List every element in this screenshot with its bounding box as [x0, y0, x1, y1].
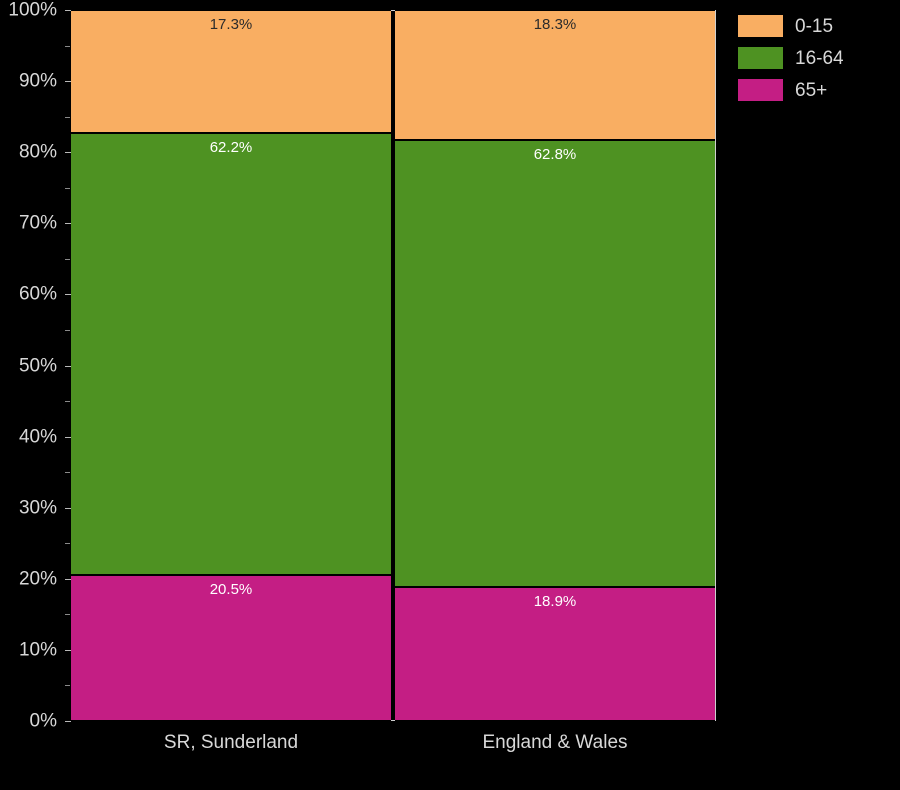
y-tick-label: 80% [18, 141, 57, 163]
bar-segment[interactable]: 17.3% [71, 10, 391, 133]
y-tick-mark [65, 223, 71, 225]
x-axis-label-sr-sunderland: SR, Sunderland [163, 732, 299, 753]
bar-segment[interactable]: 62.8% [395, 140, 715, 587]
y-tick-label: 100% [8, 0, 57, 21]
legend-swatch-icon [738, 47, 783, 69]
y-tick-label: 30% [18, 497, 57, 519]
y-tick-mark [65, 649, 71, 651]
bar-segment-label: 62.2% [209, 139, 253, 156]
y-tick-mark [65, 578, 71, 580]
y-minor-tick-mark [65, 401, 70, 403]
y-minor-tick-mark [65, 685, 70, 687]
y-tick-mark [65, 10, 71, 11]
legend-item-16-64[interactable]: 16-64 [738, 42, 898, 74]
legend-item-0-15[interactable]: 0-15 [738, 10, 898, 42]
y-minor-tick-mark [65, 116, 70, 118]
y-tick-label: 70% [18, 212, 57, 234]
y-axis: 100% 90% 80% 70% 60% 50% 40% 30% 20% 10%… [0, 0, 71, 790]
legend-label: 16-64 [795, 47, 844, 69]
legend-swatch-icon [738, 15, 783, 37]
bar-segment-label: 17.3% [209, 16, 253, 33]
legend-label: 65+ [795, 79, 828, 101]
bar-segment-label: 20.5% [209, 581, 253, 599]
y-tick-label: 90% [18, 70, 57, 92]
y-minor-tick-mark [65, 329, 70, 331]
plot-border-top [71, 10, 716, 11]
y-tick-label: 50% [18, 355, 57, 376]
y-tick-mark [65, 507, 71, 509]
y-minor-tick-mark [65, 543, 70, 545]
bar-segment[interactable]: 18.3% [395, 10, 715, 141]
legend-label: 0-15 [795, 15, 834, 37]
bar-group[interactable]: 18.3% 62.8% 18.9% [395, 10, 715, 721]
y-tick-mark [65, 436, 71, 438]
bar-segment[interactable]: 18.9% [395, 586, 715, 721]
legend-item-65-plus[interactable]: 65+ [738, 74, 898, 106]
y-tick-label: 40% [18, 426, 57, 448]
legend-swatch-icon [738, 79, 783, 101]
y-tick-mark [65, 721, 71, 722]
bar-group[interactable]: 17.3% 62.2% 20.5% [71, 10, 391, 721]
y-tick-mark [65, 365, 71, 367]
y-minor-tick-mark [65, 614, 70, 616]
bar-segment[interactable]: 62.2% [71, 133, 391, 576]
legend: 0-15 16-64 65+ [738, 10, 898, 106]
y-minor-tick-mark [65, 187, 70, 189]
y-tick-label: 0% [29, 710, 57, 732]
y-tick-label: 20% [18, 568, 57, 590]
bar-segment-label: 18.9% [533, 592, 577, 610]
y-tick-label: 60% [18, 283, 57, 305]
plot-border-bottom [71, 720, 716, 721]
y-tick-mark [65, 152, 71, 154]
bar-segment-label: 62.8% [533, 146, 577, 164]
x-axis-label-england-wales: England & Wales [482, 732, 628, 753]
y-tick-mark [65, 294, 71, 296]
plot-area: 17.3% 62.2% 20.5% 18.3% 62.8% 18.9% [71, 10, 716, 721]
bar-segment-label: 18.3% [533, 16, 577, 33]
y-tick-label: 10% [18, 639, 57, 661]
bar-segment[interactable]: 20.5% [71, 575, 391, 721]
y-tick-mark [65, 81, 71, 83]
plot-border-right [715, 10, 716, 721]
y-minor-tick-mark [65, 472, 70, 474]
y-minor-tick-mark [65, 45, 70, 47]
y-minor-tick-mark [65, 258, 70, 260]
